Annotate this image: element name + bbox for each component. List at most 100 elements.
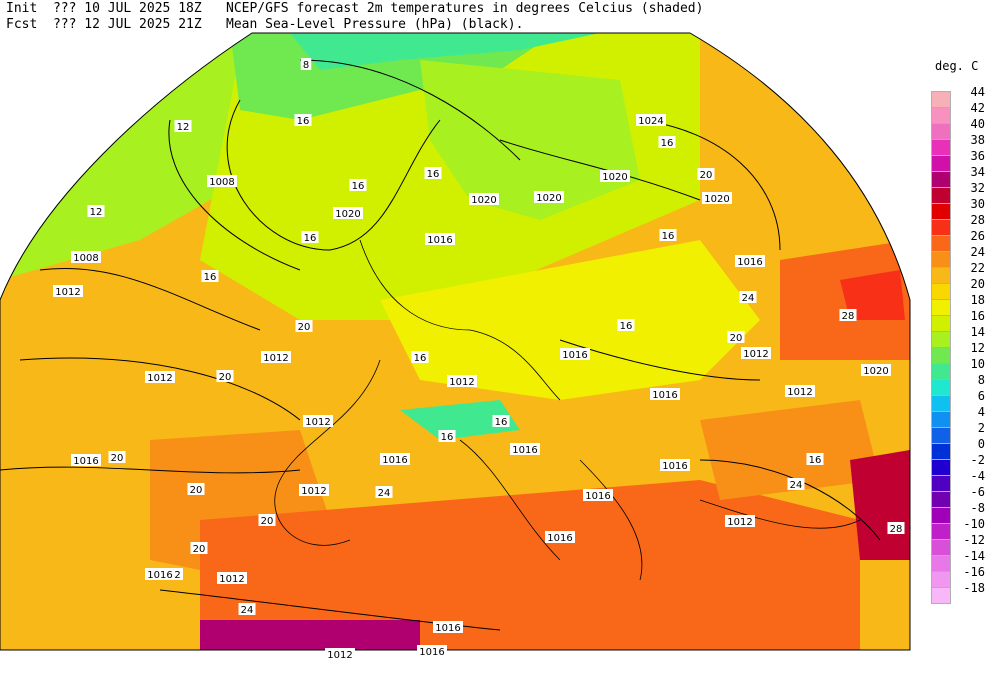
svg-text:16: 16 xyxy=(427,169,440,180)
svg-text:24: 24 xyxy=(742,293,755,304)
isobar-label: 1012 xyxy=(741,347,771,360)
mediterranean-hot xyxy=(200,480,860,650)
svg-text:1020: 1020 xyxy=(536,193,561,204)
temperature-label: 12 xyxy=(174,120,192,133)
isobar-label: 1016 xyxy=(510,443,540,456)
middle-east-hot xyxy=(850,450,910,560)
svg-text:16: 16 xyxy=(204,272,217,283)
colorbar-label: -2 xyxy=(970,453,985,467)
svg-text:1016: 1016 xyxy=(662,461,687,472)
isobar-label: 1016 xyxy=(425,233,455,246)
fcst-label: Fcst xyxy=(6,17,38,32)
isobar-label: 1016 xyxy=(583,489,613,502)
svg-text:1012: 1012 xyxy=(449,377,474,388)
colorbar-swatch xyxy=(931,171,951,187)
temperature-label: 16 xyxy=(294,114,312,127)
colorbar-label: 24 xyxy=(970,245,985,259)
svg-text:1012: 1012 xyxy=(219,574,244,585)
svg-text:1016: 1016 xyxy=(652,390,677,401)
isobar-label: 1012 xyxy=(447,375,477,388)
colorbar-swatch xyxy=(931,587,951,604)
isobar-label: 1020 xyxy=(469,193,499,206)
colorbar-swatch xyxy=(931,187,951,203)
svg-text:16: 16 xyxy=(495,417,508,428)
colorbar-swatch xyxy=(931,539,951,555)
isobar-label: 1016 xyxy=(650,388,680,401)
svg-text:20: 20 xyxy=(111,453,124,464)
svg-text:1020: 1020 xyxy=(602,172,627,183)
colorbar-swatch xyxy=(931,235,951,251)
temperature-label: 16 xyxy=(301,231,319,244)
temperature-label: 20 xyxy=(108,451,126,464)
svg-text:16: 16 xyxy=(352,181,365,192)
svg-text:1012: 1012 xyxy=(305,417,330,428)
isobar-label: 1020 xyxy=(702,192,732,205)
temperature-label: 20 xyxy=(216,370,234,383)
anatolia-orange xyxy=(700,400,880,500)
colorbar-label: 26 xyxy=(970,229,985,243)
colorbar-label: 36 xyxy=(970,149,985,163)
colorbar-swatch xyxy=(931,395,951,411)
colorbar-label: 12 xyxy=(970,341,985,355)
colorbar-label: 44 xyxy=(970,85,985,99)
svg-text:16: 16 xyxy=(441,432,454,443)
isobar-label: 1012 xyxy=(217,572,247,585)
isobar-label: 1016 xyxy=(71,454,101,467)
header-line-1: Init ??? 10 JUL 2025 18Z NCEP/GFS forecas… xyxy=(6,1,703,17)
temperature-label: 16 xyxy=(659,229,677,242)
colorbar-swatch xyxy=(931,123,951,139)
isobar-label: 1020 xyxy=(861,364,891,377)
colorbar-label: 28 xyxy=(970,213,985,227)
svg-text:16: 16 xyxy=(620,321,633,332)
svg-text:20: 20 xyxy=(261,516,274,527)
svg-text:16: 16 xyxy=(661,138,674,149)
svg-text:12: 12 xyxy=(177,122,190,133)
colorbar-label: 20 xyxy=(970,277,985,291)
alps-cool xyxy=(400,400,520,440)
svg-text:1012: 1012 xyxy=(263,353,288,364)
svg-text:24: 24 xyxy=(378,488,391,499)
colorbar-label: 8 xyxy=(977,373,985,387)
colorbar-swatch xyxy=(931,347,951,363)
colorbar-label: 16 xyxy=(970,309,985,323)
colorbar-swatch xyxy=(931,555,951,571)
colorbar-swatch xyxy=(931,411,951,427)
header-description-1: NCEP/GFS forecast 2m temperatures in deg… xyxy=(226,1,704,16)
colorbar-label: 14 xyxy=(970,325,985,339)
isobar-label: 1012 xyxy=(785,385,815,398)
isobar-label: 1016 xyxy=(433,621,463,634)
colorbar-label: 42 xyxy=(970,101,985,115)
isobar-label: 1020 xyxy=(534,191,564,204)
svg-text:20: 20 xyxy=(193,544,206,555)
temperature-label: 24 xyxy=(238,603,256,616)
svg-text:16: 16 xyxy=(809,455,822,466)
temperature-label: 16 xyxy=(617,319,635,332)
colorbar-swatch xyxy=(931,299,951,315)
svg-text:28: 28 xyxy=(890,524,903,535)
svg-text:1008: 1008 xyxy=(209,177,234,188)
header-line-2: Fcst ??? 12 JUL 2025 21Z Mean Sea-Level P… xyxy=(6,17,703,33)
svg-text:20: 20 xyxy=(730,333,743,344)
svg-text:24: 24 xyxy=(241,605,254,616)
svg-text:16: 16 xyxy=(414,353,427,364)
colorbar xyxy=(931,91,951,604)
svg-text:1020: 1020 xyxy=(471,195,496,206)
colorbar-label: -18 xyxy=(963,581,985,595)
isobar-label: 1020 xyxy=(600,170,630,183)
colorbar-label: 34 xyxy=(970,165,985,179)
temperature-label: 16 xyxy=(806,453,824,466)
temperature-label: 20 xyxy=(295,320,313,333)
arctic-cold xyxy=(290,33,600,70)
svg-text:1012: 1012 xyxy=(787,387,812,398)
svg-text:1016: 1016 xyxy=(73,456,98,467)
colorbar-swatch xyxy=(931,139,951,155)
colorbar-label: 22 xyxy=(970,261,985,275)
colorbar-swatch xyxy=(931,523,951,539)
svg-text:1012: 1012 xyxy=(55,287,80,298)
svg-text:20: 20 xyxy=(190,485,203,496)
central-europe-yellow xyxy=(380,240,760,400)
isobar-label: 1008 xyxy=(207,175,237,188)
colorbar-label: -12 xyxy=(963,533,985,547)
temperature-label: 8 xyxy=(300,58,312,71)
isobar-label: 1016 xyxy=(660,459,690,472)
